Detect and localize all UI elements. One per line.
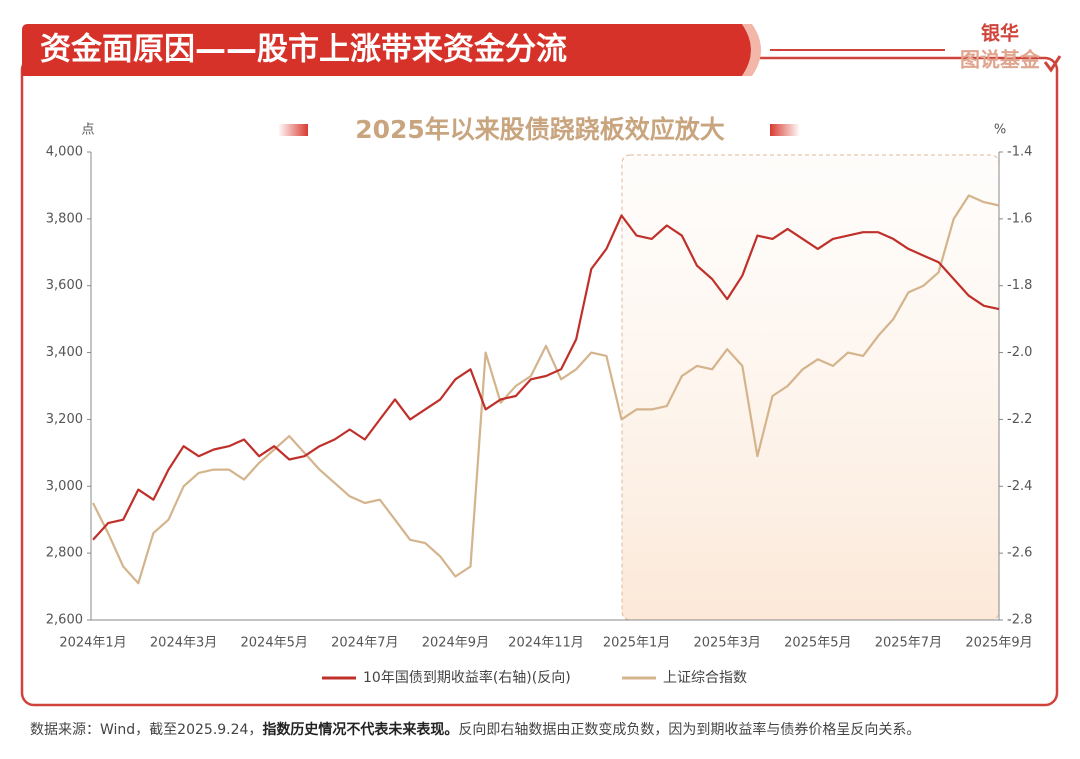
y-tick-label: 3,400 bbox=[46, 345, 83, 360]
y-tick-label: 2,600 bbox=[46, 613, 83, 628]
x-tick-label: 2024年7月 bbox=[331, 636, 398, 651]
logo-check bbox=[1043, 55, 1062, 73]
footnote-bold: 指数历史情况不代表未来表现。 bbox=[262, 721, 458, 738]
series-line bbox=[92, 214, 1000, 541]
y-axis-unit: 点 bbox=[81, 123, 94, 138]
footnote: 数据来源：Wind，截至2025.9.24，指数历史情况不代表未来表现。反向即右… bbox=[30, 721, 920, 738]
y-tick-label: 4,000 bbox=[46, 145, 83, 160]
page-title: 资金面原因——股市上涨带来资金分流 bbox=[40, 32, 567, 68]
y2-tick-label: -2.6 bbox=[1007, 546, 1032, 561]
y-tick-label: 3,600 bbox=[46, 278, 83, 293]
chart-title: 2025年以来股债跷跷板效应放大 bbox=[355, 115, 725, 144]
x-tick-label: 2024年1月 bbox=[59, 636, 126, 651]
y2-tick-label: -2.8 bbox=[1007, 613, 1032, 628]
title-banner bbox=[22, 24, 751, 76]
x-tick-label: 2024年9月 bbox=[422, 636, 489, 651]
x-tick-label: 2024年3月 bbox=[150, 636, 217, 651]
x-tick-label: 2025年3月 bbox=[694, 636, 761, 651]
y-tick-label: 3,200 bbox=[46, 412, 83, 427]
legend-label: 上证综合指数 bbox=[663, 670, 747, 686]
footnote-rest: 反向即右轴数据由正数变成负数，因为到期收益率与债券价格呈反向关系。 bbox=[458, 721, 920, 738]
subtitle-deco bbox=[278, 124, 308, 136]
banner-edge bbox=[742, 24, 761, 76]
y2-tick-label: -1.4 bbox=[1007, 145, 1032, 160]
y2-tick-label: -1.8 bbox=[1007, 278, 1032, 293]
y-tick-label: 3,800 bbox=[46, 211, 83, 226]
y-tick-label: 2,800 bbox=[46, 546, 83, 561]
footnote-source: 数据来源：Wind，截至2025.9.24， bbox=[30, 722, 262, 738]
y2-tick-label: -2.0 bbox=[1007, 345, 1032, 360]
x-tick-label: 2024年11月 bbox=[508, 636, 584, 651]
logo-bottom: 图说基金 bbox=[960, 48, 1041, 72]
y-tick-label: 3,000 bbox=[46, 479, 83, 494]
y2-axis-unit: % bbox=[994, 123, 1006, 138]
logo-top: 银华 bbox=[981, 22, 1019, 45]
x-tick-label: 2025年5月 bbox=[784, 636, 851, 651]
y2-tick-label: -2.2 bbox=[1007, 412, 1032, 427]
y2-tick-label: -1.6 bbox=[1007, 211, 1032, 226]
legend-label: 10年国债到期收益率(右轴)(反向) bbox=[363, 669, 571, 686]
x-tick-label: 2024年5月 bbox=[241, 636, 308, 651]
x-tick-label: 2025年9月 bbox=[965, 636, 1032, 651]
subtitle-deco bbox=[770, 124, 800, 136]
highlight-region bbox=[621, 154, 1000, 621]
x-tick-label: 2025年7月 bbox=[875, 636, 942, 651]
x-tick-label: 2025年1月 bbox=[603, 636, 670, 651]
series-line bbox=[92, 194, 1000, 585]
y2-tick-label: -2.4 bbox=[1007, 479, 1032, 494]
